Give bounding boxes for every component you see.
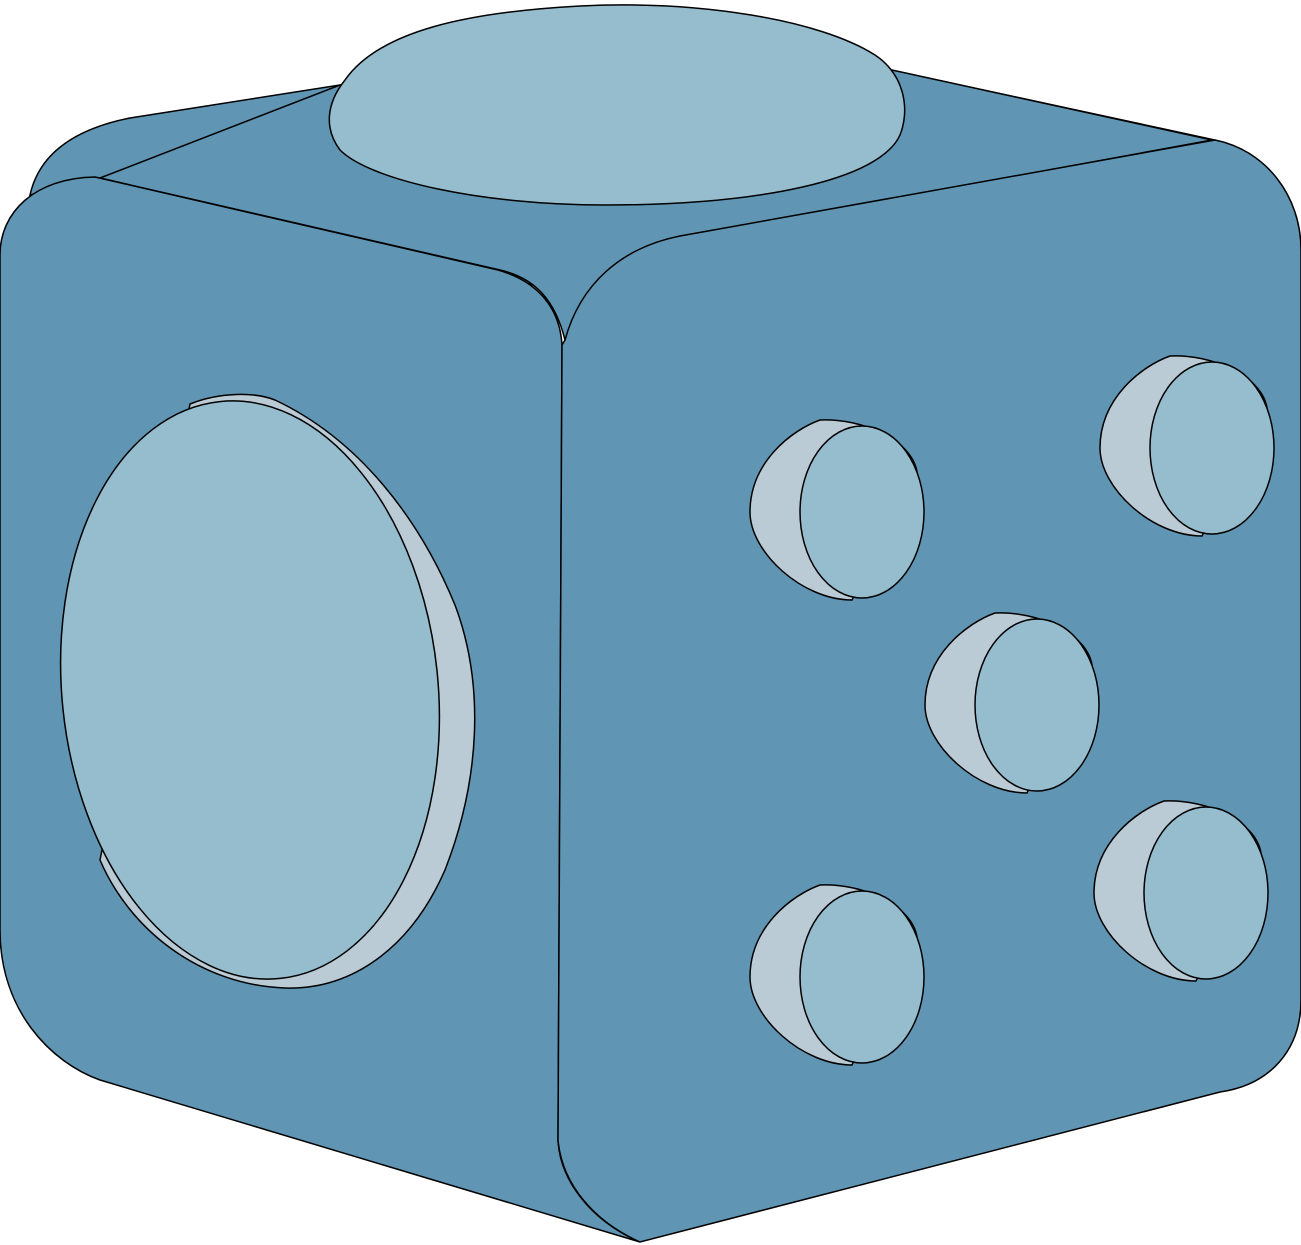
dot-button-face [975, 619, 1099, 791]
dot-button-face [1150, 362, 1274, 534]
dot-button-face [800, 891, 924, 1063]
dot-button-face [800, 426, 924, 598]
top-dome-button [329, 5, 904, 205]
dot-button-face [1144, 807, 1268, 979]
